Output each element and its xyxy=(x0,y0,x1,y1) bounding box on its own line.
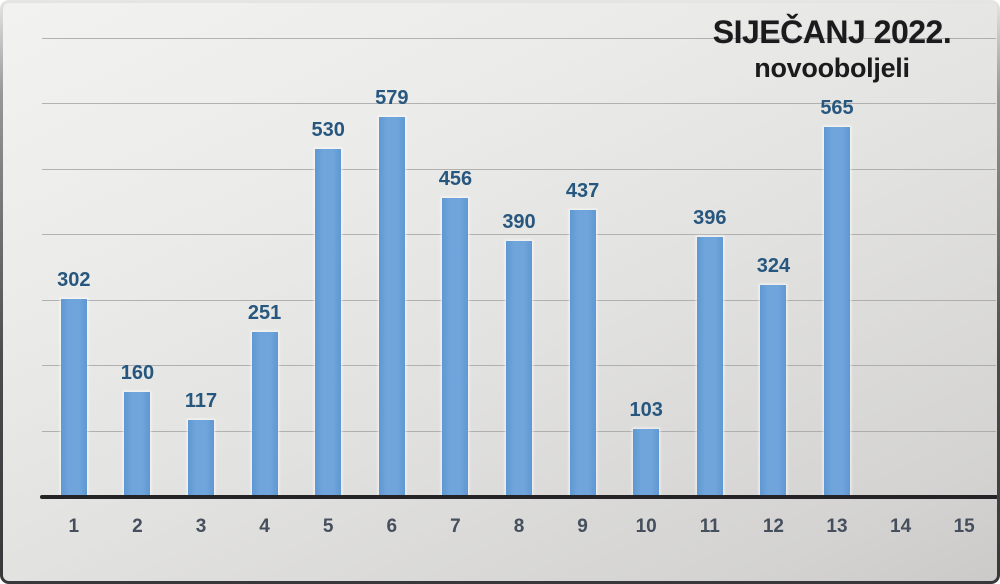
x-axis-label-8: 8 xyxy=(513,516,525,537)
bar-day-3 xyxy=(188,420,214,497)
gridline-y-700 xyxy=(42,37,996,39)
bar-value-label-day-6: 579 xyxy=(375,87,409,110)
bar-day-4 xyxy=(251,332,278,497)
x-axis-label-15: 15 xyxy=(953,516,975,537)
bar-day-7 xyxy=(442,198,469,497)
bar-value-label-day-10: 103 xyxy=(629,399,663,422)
chart-subtitle: novooboljeli xyxy=(754,53,910,83)
bar-day-10 xyxy=(633,429,660,497)
gridline-y-500 xyxy=(42,168,996,170)
x-axis-label-6: 6 xyxy=(386,516,398,537)
x-axis-labels: 1 2 3 4 5 6 7 8 9 10 11 12 13 14 15 xyxy=(42,514,996,540)
chart-title-block: SIJEČANJ 2022. novooboljeli xyxy=(632,13,997,83)
bar-day-8 xyxy=(506,241,532,497)
bar-day-6 xyxy=(378,117,405,497)
x-axis-label-10: 10 xyxy=(635,516,657,537)
plot-area: 302 160 117 251 530 579 456 390 437 103 396 324 565 xyxy=(42,37,996,497)
bar-day-12 xyxy=(760,284,787,497)
x-axis-label-2: 2 xyxy=(132,516,143,537)
bar-value-label-day-1: 302 xyxy=(57,268,91,291)
bar-value-label-day-13: 565 xyxy=(820,96,854,119)
bar-value-label-day-2: 160 xyxy=(120,362,155,385)
bar-value-label-day-8: 390 xyxy=(502,211,536,234)
bar-value-label-day-7: 456 xyxy=(438,168,473,190)
gridline-y-400 xyxy=(42,234,996,236)
x-axis-label-14: 14 xyxy=(890,516,912,537)
x-axis-label-5: 5 xyxy=(322,516,334,537)
bar-day-11 xyxy=(696,237,723,497)
bar-value-label-day-3: 117 xyxy=(184,390,218,413)
bar-value-label-day-9: 437 xyxy=(565,180,600,203)
x-axis-label-7: 7 xyxy=(450,516,461,537)
x-axis-label-11: 11 xyxy=(699,516,720,537)
chart-title: SIJEČANJ 2022. xyxy=(712,14,952,50)
bar-value-label-day-11: 396 xyxy=(693,207,727,230)
x-axis-line xyxy=(40,495,997,499)
x-axis-label-4: 4 xyxy=(259,516,270,537)
x-axis-label-12: 12 xyxy=(762,516,784,537)
bar-value-label-day-4: 251 xyxy=(247,302,282,325)
x-axis-label-3: 3 xyxy=(195,516,207,537)
chart-canvas: 302 160 117 251 530 579 456 390 437 103 396 324 565 … xyxy=(3,3,997,581)
bar-day-5 xyxy=(315,149,342,497)
x-axis-label-1: 1 xyxy=(68,516,80,537)
bar-value-label-day-5: 530 xyxy=(311,119,345,142)
bar-value-label-day-12: 324 xyxy=(756,254,791,277)
bar-day-1 xyxy=(60,298,87,497)
bar-day-2 xyxy=(124,392,151,497)
bar-day-9 xyxy=(569,210,596,497)
bar-day-13 xyxy=(824,126,850,497)
x-axis-label-13: 13 xyxy=(826,516,848,537)
x-axis-label-9: 9 xyxy=(577,516,588,537)
gridline-y-600 xyxy=(42,103,996,105)
